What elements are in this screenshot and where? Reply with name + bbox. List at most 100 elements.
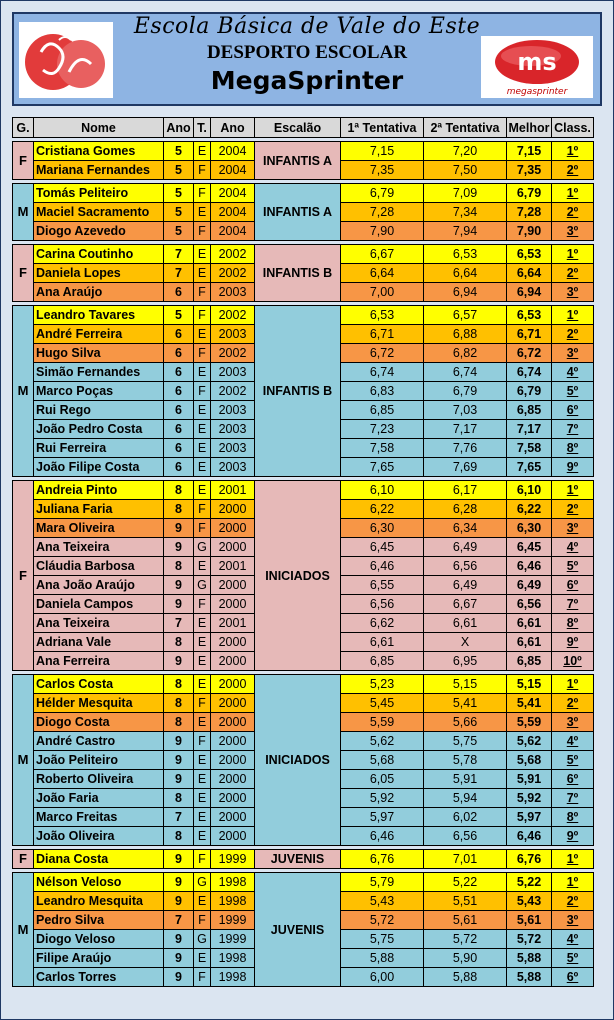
best-time: 7,28 [506,202,552,222]
attempt-2: 6,49 [423,537,507,557]
table-row: Filipe Araújo 9 E 1998 5,88 5,90 5,88 5º [13,948,594,968]
school-year: 6 [163,362,194,382]
best-time: 7,90 [506,221,552,241]
attempt-1: 7,35 [340,160,424,180]
best-time: 6,56 [506,594,552,614]
birth-year: 2000 [210,499,255,519]
athlete-name: Leandro Mesquita [33,891,164,911]
attempt-1: 7,65 [340,457,424,477]
best-time: 6,30 [506,518,552,538]
rank: 6º [551,575,594,595]
table-row: M Leandro Tavares 5 F 2002 INFANTIS B 6,53 6,57… [12,305,594,477]
athlete-name: Ana Teixeira [33,613,164,633]
best-time: 7,15 [506,141,552,161]
class-letter: E [193,674,211,694]
attempt-1: 6,76 [340,849,424,869]
rank: 6º [551,400,594,420]
table-row: F Carina Coutinho 7 E 2002 INFANTIS B 6,67 6,53… [12,244,594,302]
gender-cell: F [12,244,34,302]
school-year: 8 [163,632,194,652]
school-year: 7 [163,263,194,283]
athlete-name: Carina Coutinho [33,244,164,264]
svg-text:ms: ms [517,48,556,76]
best-time: 6,85 [506,651,552,671]
table-row: Ana Ferreira 9 E 2000 6,85 6,95 6,85 10º [13,651,594,671]
attempt-1: 5,97 [340,807,424,827]
school-year: 8 [163,674,194,694]
gender-cell: M [12,183,34,241]
birth-year: 2000 [210,518,255,538]
attempt-1: 6,56 [340,594,424,614]
class-letter: F [193,518,211,538]
school-year: 8 [163,499,194,519]
birth-year: 2000 [210,651,255,671]
class-letter: E [193,141,211,161]
escalao-cell: JUVENIS [254,872,341,987]
attempt-2: 7,76 [423,438,507,458]
attempt-1: 6,00 [340,967,424,987]
event-title: MegaSprinter [210,66,404,95]
best-time: 6,53 [506,244,552,264]
birth-year: 2002 [210,343,255,363]
attempt-2: 6,56 [423,556,507,576]
birth-year: 1999 [210,929,255,949]
athlete-name: Mariana Fernandes [33,160,164,180]
attempt-2: 6,67 [423,594,507,614]
table-header-row: G. Nome Ano T. Ano Escalão 1ª Tentativa … [12,117,594,138]
rank: 5º [551,948,594,968]
rank: 4º [551,537,594,557]
athlete-name: Adriana Vale [33,632,164,652]
class-letter: F [193,731,211,751]
table-row: F Andreia Pinto 8 E 2001 INICIADOS 6,10 6,17 6,1… [12,480,594,671]
attempt-2: 6,61 [423,613,507,633]
best-time: 5,62 [506,731,552,751]
rank: 8º [551,807,594,827]
attempt-2: 5,94 [423,788,507,808]
class-letter: E [193,651,211,671]
gender-cell: M [12,674,34,846]
athlete-name: Mara Oliveira [33,518,164,538]
class-letter: E [193,480,211,500]
birth-year: 2003 [210,438,255,458]
athlete-name: Diogo Azevedo [33,221,164,241]
attempt-1: 7,00 [340,282,424,302]
attempt-2: 5,72 [423,929,507,949]
best-time: 5,68 [506,750,552,770]
class-letter: G [193,929,211,949]
rank: 3º [551,518,594,538]
athlete-name: Carlos Torres [33,967,164,987]
birth-year: 2000 [210,731,255,751]
birth-year: 2001 [210,613,255,633]
attempt-1: 6,72 [340,343,424,363]
athlete-name: Cláudia Barbosa [33,556,164,576]
best-time: 6,45 [506,537,552,557]
rank: 3º [551,343,594,363]
school-year: 6 [163,324,194,344]
school-year: 9 [163,518,194,538]
best-time: 7,35 [506,160,552,180]
best-time: 6,74 [506,362,552,382]
attempt-2: 6,57 [423,305,507,325]
school-year: 6 [163,343,194,363]
school-year: 7 [163,807,194,827]
rank: 8º [551,613,594,633]
table-row: Diogo Costa 8 E 2000 5,59 5,66 5,59 3º [13,712,594,732]
attempt-2: 5,51 [423,891,507,911]
athlete-name: Filipe Araújo [33,948,164,968]
school-year: 5 [163,141,194,161]
rank: 5º [551,556,594,576]
gender-cell: F [12,141,34,180]
birth-year: 2000 [210,712,255,732]
school-year: 9 [163,731,194,751]
birth-year: 2000 [210,769,255,789]
attempt-1: 6,05 [340,769,424,789]
birth-year: 2000 [210,594,255,614]
birth-year: 1999 [210,910,255,930]
birth-year: 2000 [210,826,255,846]
athlete-name: João Faria [33,788,164,808]
athlete-name: Ana Teixeira [33,537,164,557]
attempt-1: 5,68 [340,750,424,770]
class-letter: F [193,910,211,930]
attempt-1: 7,90 [340,221,424,241]
attempt-1: 7,15 [340,141,424,161]
